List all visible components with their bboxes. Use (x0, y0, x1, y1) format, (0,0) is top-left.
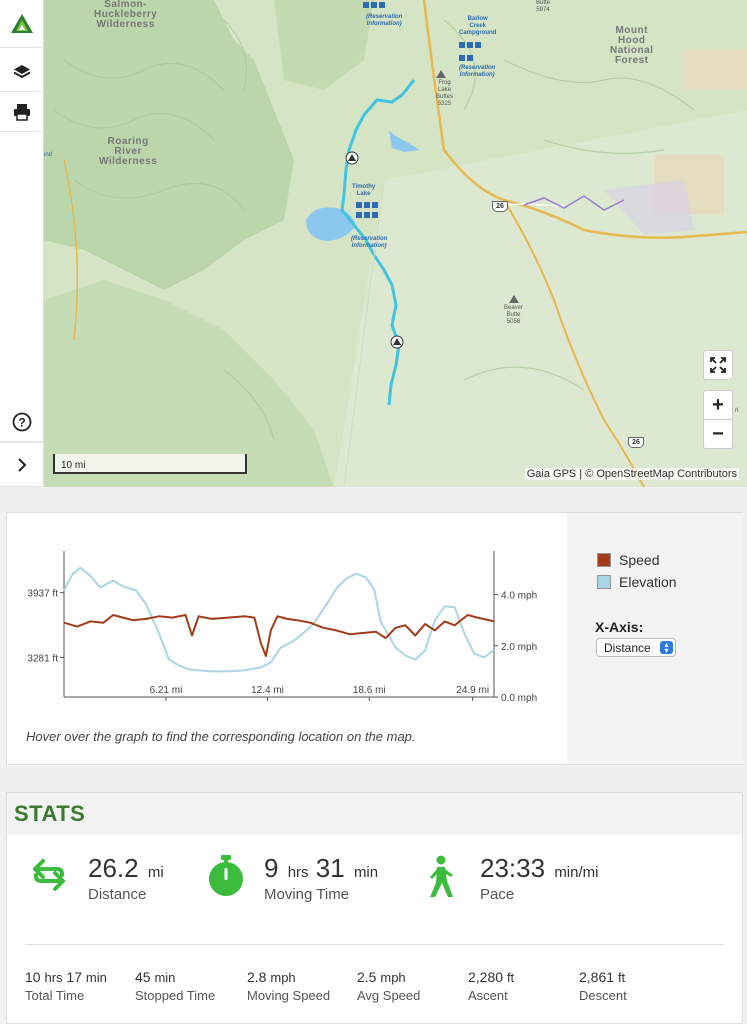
y-right-tick-label: 2.0 mph (501, 642, 537, 653)
x-axis-select-value: Distance (604, 641, 651, 655)
stat-descent: 2,861 ft Descent (579, 969, 627, 1003)
layers-icon[interactable] (0, 52, 44, 92)
legend-elevation[interactable]: Elevation (597, 574, 677, 590)
y-right-tick-label: 0.0 mph (501, 693, 537, 704)
stat-avg-speed: 2.5 mph Avg Speed (357, 969, 421, 1003)
legend-elevation-label: Elevation (619, 574, 677, 590)
label-barlow-reservation: (Reservation Information) (459, 65, 496, 78)
moving-time-label: Moving Time (264, 886, 350, 903)
legend-elevation-swatch (597, 575, 611, 589)
stat-total-time: 10 hrs 17 min Total Time (25, 969, 107, 1003)
map-terrain (44, 0, 747, 487)
stats-panel: STATS 26.2 mi Distance (6, 792, 743, 1024)
label-timothy-lake: Timothy Lake (352, 184, 376, 197)
label-top-butte: Butte 5974 (536, 0, 551, 13)
x-tick-label: 6.21 mi (150, 685, 183, 696)
gaia-logo-icon[interactable] (0, 0, 44, 48)
fullscreen-button[interactable] (703, 350, 733, 380)
label-frog-lake-buttes: Frog Lake Buttes 5325 (436, 80, 454, 107)
x-tick-label: 18.6 mi (353, 685, 386, 696)
label-edge-ri: ri (735, 408, 739, 414)
route-26-shield: 26 (492, 201, 508, 212)
x-axis-select[interactable]: Distance ▴ ▾ (596, 638, 676, 657)
series-line-speed (63, 614, 495, 657)
stat-stopped-time: 45 min Stopped Time (135, 969, 216, 1003)
zoom-in-button[interactable]: + (703, 390, 733, 420)
label-mount-hood: Mount Hood National Forest (610, 25, 654, 66)
label-salmon-huckleberry: Salmon- Huckleberry Wilderness (94, 0, 158, 30)
label-edge-ind: ind (44, 152, 53, 158)
select-chevron-icon: ▴ ▾ (660, 641, 673, 655)
stats-divider (25, 944, 724, 945)
y-right-tick-label: 4.0 mph (501, 591, 537, 602)
chart-area[interactable]: 3937 ft 3281 ft 4.0 mph 2.0 mph 0.0 mph 6.21 … (7, 513, 567, 764)
map-scale-bar: 10 mi (53, 454, 247, 474)
label-barlow-creek: Barlow Creek Campground (459, 16, 497, 36)
chart-panel: 3937 ft 3281 ft 4.0 mph 2.0 mph 0.0 mph 6.21 … (6, 512, 743, 765)
stats-title: STATS (7, 793, 742, 835)
label-timothy-reservation: (Reservation Information) (351, 236, 388, 249)
expand-panel-icon[interactable] (0, 442, 44, 487)
label-roaring-river: Roaring River Wilderness (99, 136, 158, 167)
print-icon[interactable] (0, 92, 44, 132)
distance-value: 26.2 mi (88, 853, 164, 883)
x-tick-label: 24.9 mi (456, 685, 489, 696)
legend-speed-label: Speed (619, 552, 660, 568)
distance-arrows-icon (31, 855, 67, 900)
help-icon[interactable]: ? (0, 402, 44, 442)
legend-speed-swatch (597, 553, 611, 567)
hover-hint: Hover over the graph to find the corresp… (26, 729, 416, 744)
stopwatch-icon (207, 855, 245, 902)
x-tick-label: 12.4 mi (251, 685, 284, 696)
label-top-reservation: (Reservation Information) (366, 14, 403, 27)
pace-value: 23:33 min/mi (480, 853, 599, 883)
map-toolbar: ? (0, 0, 44, 487)
x-axis-title: X-Axis: (595, 619, 644, 635)
y-left-tick-label: 3281 ft (27, 653, 58, 664)
legend-speed[interactable]: Speed (597, 552, 659, 568)
series-line-elevation (63, 566, 495, 673)
stat-ascent: 2,280 ft Ascent (468, 969, 515, 1003)
label-beaver-butte: Beaver Butte 5056 (504, 305, 524, 325)
map-canvas[interactable]: Salmon- Huckleberry Wilderness Roaring R… (44, 0, 747, 487)
svg-text:?: ? (18, 415, 25, 429)
map-panel: ? (0, 0, 747, 487)
fullscreen-icon (710, 357, 726, 373)
route-26-shield: 26 (628, 437, 644, 448)
zoom-out-button[interactable]: − (703, 419, 733, 449)
pace-label: Pace (480, 886, 515, 903)
chart-sidebar: Speed Elevation X-Axis: Distance ▴ ▾ (567, 513, 743, 764)
scale-label: 10 mi (61, 460, 86, 471)
elevation-speed-chart[interactable]: 3937 ft 3281 ft 4.0 mph 2.0 mph 0.0 mph 6.21 … (7, 513, 567, 723)
map-attribution[interactable]: Gaia GPS | © OpenStreetMap Contributors (524, 468, 739, 480)
moving-time-value: 9 hrs 31 min (264, 853, 379, 883)
hiker-icon (425, 855, 459, 904)
y-left-tick-label: 3937 ft (27, 589, 58, 600)
distance-label: Distance (88, 886, 147, 903)
stat-moving-speed: 2.8 mph Moving Speed (247, 969, 331, 1003)
